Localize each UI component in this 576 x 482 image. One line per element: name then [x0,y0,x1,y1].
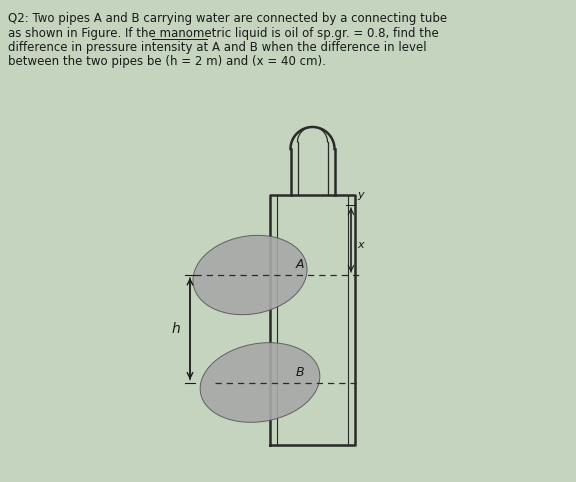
Text: difference in pressure intensity at A and B when the difference in level: difference in pressure intensity at A an… [8,41,427,54]
Ellipse shape [200,343,320,422]
Text: as shown in Figure. If the manometric liquid is oil of sp.gr. = 0.8, find the: as shown in Figure. If the manometric li… [8,27,439,40]
Text: between the two pipes be (h = 2 m) and (x = 40 cm).: between the two pipes be (h = 2 m) and (… [8,55,326,68]
Text: y: y [357,190,363,200]
Text: A: A [295,258,304,271]
Text: x: x [357,240,363,250]
Text: h: h [171,322,180,336]
Ellipse shape [193,235,307,315]
Text: B: B [295,365,304,378]
Text: Q2: Two pipes A and B carrying water are connected by a connecting tube: Q2: Two pipes A and B carrying water are… [8,12,447,25]
